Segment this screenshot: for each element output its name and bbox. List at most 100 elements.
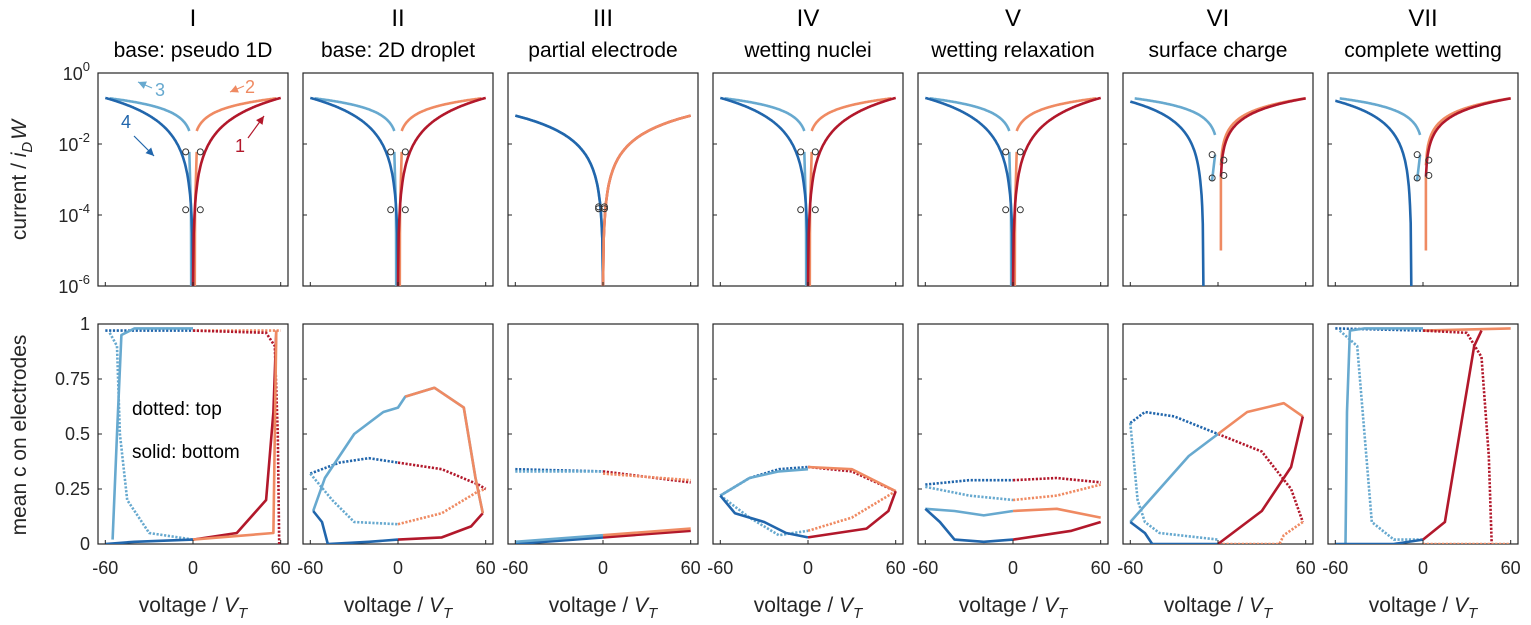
- series-label-4: 4: [121, 112, 131, 132]
- transition-marker: [1002, 206, 1010, 214]
- series-arrowhead-3: [138, 81, 147, 89]
- transition-marker: [387, 206, 395, 214]
- series-2-top-line: [1422, 327, 1511, 332]
- bottom-plot-area: [1335, 327, 1511, 544]
- series-2-current-line: [1015, 97, 1097, 132]
- series-1-top-dotted: [1217, 432, 1305, 523]
- bottom-y-tick-label: 0.75: [55, 369, 90, 389]
- x-tick-label: 60: [681, 558, 701, 578]
- bottom-plot-area: [105, 327, 281, 544]
- x-tick-label: 0: [1418, 558, 1428, 578]
- transition-marker: [401, 148, 409, 156]
- series-label-2: 2: [245, 77, 255, 97]
- series-1-bottom-solid: [807, 490, 897, 539]
- series-4-bottom-solid: [1335, 538, 1424, 544]
- panel-III: III partial electrode -60 0 60 voltage / VT: [502, 5, 700, 622]
- panel-IV: IV wetting nuclei -60 0 60 voltage / VT: [707, 5, 905, 622]
- top-plot-area: [309, 96, 487, 286]
- series-1-current-line: [1424, 97, 1512, 177]
- series-3-bottom-solid: [311, 386, 485, 514]
- xlabel-prefix: voltage /: [1369, 594, 1454, 617]
- panel-II: II base: 2D droplet -60 0 60 voltage / VT: [297, 5, 495, 622]
- series-3-current-line: [929, 97, 1011, 132]
- panel-numeral: II: [391, 5, 404, 32]
- series-3-current-line: [724, 97, 806, 132]
- x-axis-label: voltage / VT: [959, 594, 1069, 622]
- transition-marker: [1016, 148, 1024, 156]
- panel-VII: VII complete wetting -60 0 60 voltage / VT: [1322, 5, 1520, 622]
- xlabel-prefix: voltage /: [959, 594, 1044, 617]
- series-1-current-line: [601, 114, 692, 286]
- xlabel-var: V: [224, 594, 240, 617]
- series-2-top-dotted: [807, 490, 897, 533]
- series-1-top-dotted: [397, 461, 487, 491]
- x-tick-label: -60: [1322, 558, 1348, 578]
- panel-title: base: pseudo 1D: [114, 39, 273, 62]
- series-3-bottom-solid: [925, 507, 1014, 517]
- top-y-tick-label: 10-2: [58, 130, 90, 155]
- x-tick-label: -60: [912, 558, 938, 578]
- x-tick-label: 0: [188, 558, 198, 578]
- panel-title: surface charge: [1149, 39, 1288, 62]
- series-1-top-dotted: [1012, 476, 1101, 484]
- top-plot-area: [924, 96, 1102, 286]
- series-3-bottom-solid: [111, 327, 193, 540]
- series-4-current-line: [104, 96, 195, 286]
- panel-numeral: V: [1005, 5, 1021, 32]
- transition-marker: [1220, 156, 1228, 164]
- panel-title: wetting relaxation: [930, 39, 1094, 62]
- series-1-bottom-solid: [192, 330, 278, 541]
- series-3-top-dotted: [719, 494, 809, 537]
- panel-numeral: III: [593, 5, 613, 32]
- panel-title: wetting nuclei: [743, 39, 871, 62]
- series-3-bottom-solid: [1344, 327, 1423, 544]
- series-4-current-line: [924, 96, 1015, 286]
- series-2-top-dotted: [1012, 483, 1102, 502]
- xlabel-prefix: voltage /: [139, 594, 224, 617]
- series-3-bottom-solid: [1129, 432, 1219, 523]
- series-3-top-dotted: [108, 332, 194, 541]
- x-tick-label: -60: [502, 558, 528, 578]
- tick-base: 10: [58, 206, 78, 226]
- x-tick-label: 60: [476, 558, 496, 578]
- series-1-bottom-solid: [1012, 520, 1102, 541]
- series-3-current-line: [109, 97, 191, 132]
- x-axis-label: voltage / VT: [1369, 594, 1479, 622]
- series-4-bottom-solid: [924, 507, 1014, 544]
- transition-marker: [600, 205, 608, 213]
- series-2-current-line: [601, 114, 692, 286]
- bottom-plot-area: [515, 467, 691, 544]
- transition-marker: [1002, 148, 1010, 156]
- x-tick-label: -60: [92, 558, 118, 578]
- series-label-3: 3: [155, 80, 165, 100]
- bottom-ylabel: mean c on electrodes: [8, 335, 31, 536]
- x-tick-label: 0: [1008, 558, 1018, 578]
- note-dotted: dotted: top: [132, 399, 222, 420]
- panel-numeral: I: [190, 5, 197, 32]
- top-axes-frame: [1327, 72, 1519, 287]
- xlabel-var: V: [1044, 594, 1060, 617]
- transition-marker: [797, 206, 805, 214]
- xlabel-sub: T: [1263, 605, 1274, 622]
- panel-title: base: 2D droplet: [321, 39, 475, 62]
- series-4-current-line: [1334, 99, 1413, 286]
- bottom-plot-area: [309, 386, 487, 544]
- series-3-current-line: [314, 97, 396, 132]
- series-3-top-dotted: [1338, 329, 1423, 541]
- x-tick-label: -60: [707, 558, 733, 578]
- top-plot-area: [719, 96, 897, 286]
- xlabel-sub: T: [648, 605, 659, 622]
- series-3-current-line: [1134, 97, 1217, 136]
- x-tick-label: 60: [1296, 558, 1316, 578]
- tick-base: 10: [58, 277, 78, 297]
- series-annotations: 1 2 3 4 dotted: top solid: bottom: [121, 77, 265, 463]
- xlabel-sub: T: [1058, 605, 1069, 622]
- bottom-axes-frame: [97, 323, 289, 545]
- series-1-bottom-solid: [397, 512, 484, 541]
- series-4-bottom-solid: [1129, 520, 1218, 544]
- bottom-axes-frame: [1327, 323, 1519, 545]
- xlabel-var: V: [1454, 594, 1470, 617]
- top-plot-area: [514, 114, 692, 286]
- transition-marker: [1413, 151, 1421, 159]
